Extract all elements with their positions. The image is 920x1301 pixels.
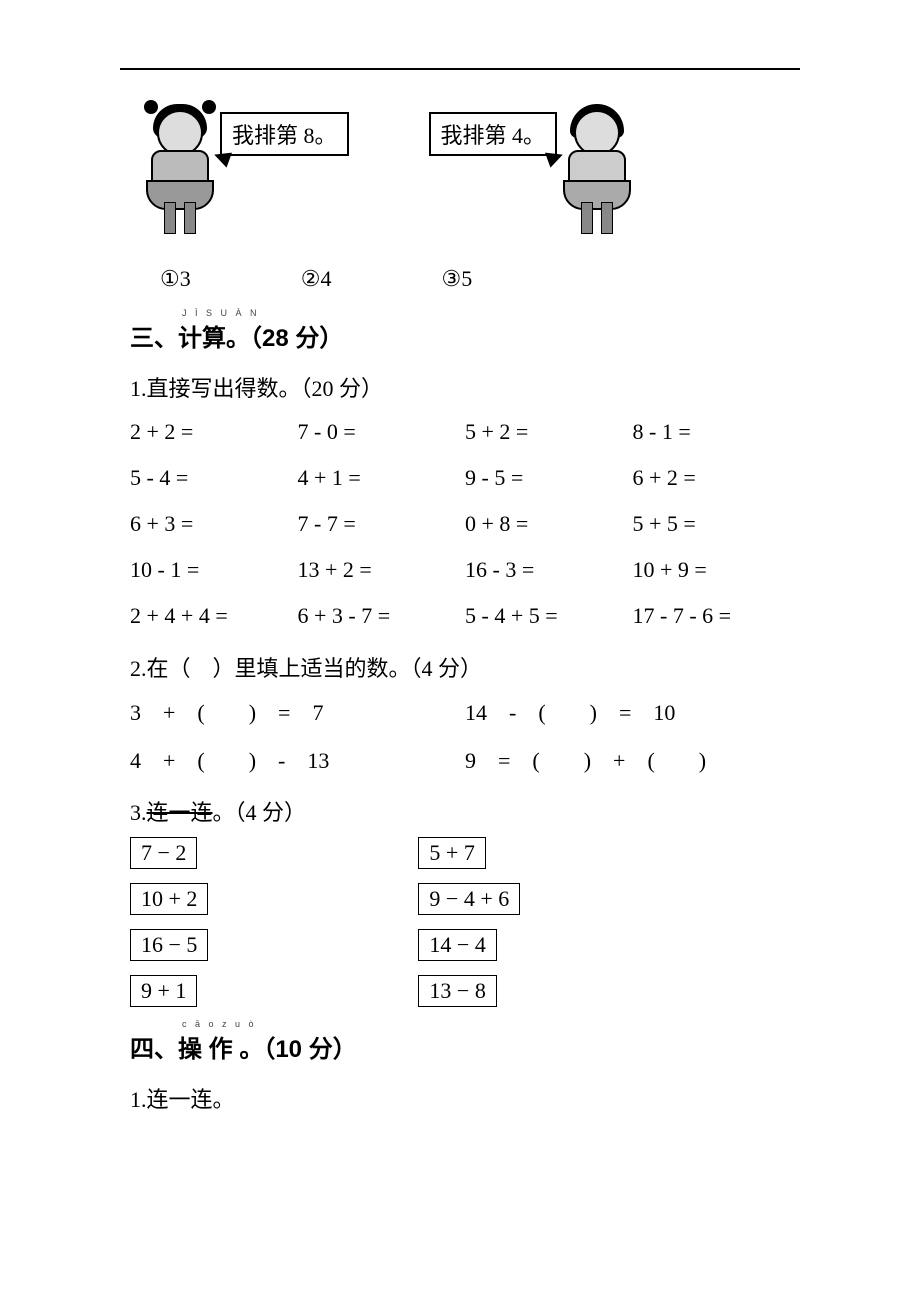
- eq-cell: 13 + 2 =: [298, 557, 466, 583]
- q3-suffix: 。（4 分）: [213, 800, 307, 825]
- speech-bubble-right: 我排第 4。: [429, 112, 558, 156]
- lian-box: 10 + 2: [130, 883, 208, 915]
- fill-a: 3 + ( ) = 7: [130, 695, 465, 727]
- q3-prefix: 3.: [130, 800, 147, 825]
- section-3-title: J Ì S U À N 三、计算。（28 分）: [130, 318, 800, 353]
- lian-box: 9 − 4 + 6: [418, 883, 520, 915]
- section-4-title: c ā o z u ò 四、操 作 。（10 分）: [130, 1029, 800, 1064]
- lian-left-col: 7 − 2 10 + 2 16 − 5 9 + 1: [130, 837, 208, 1007]
- option-2: ②4: [301, 266, 332, 292]
- option-1: ①3: [160, 266, 191, 292]
- section-4-title-text: 四、操 作 。（10 分）: [130, 1036, 357, 1063]
- lian-right-col: 5 + 7 9 − 4 + 6 14 − 4 13 − 8: [418, 837, 520, 1007]
- eq-cell: 10 - 1 =: [130, 557, 298, 583]
- eq-cell: 6 + 3 =: [130, 511, 298, 537]
- eq-cell: 2 + 2 =: [130, 419, 298, 445]
- lian-box: 16 − 5: [130, 929, 208, 961]
- lian-box: 14 − 4: [418, 929, 496, 961]
- equation-grid: 2 + 2 = 7 - 0 = 5 + 2 = 8 - 1 = 5 - 4 = …: [130, 419, 800, 629]
- speech-bubble-left: 我排第 8。: [220, 112, 349, 156]
- eq-cell: 6 + 3 - 7 =: [298, 603, 466, 629]
- eq-cell: 17 - 7 - 6 =: [633, 603, 801, 629]
- eq-cell: 7 - 0 =: [298, 419, 466, 445]
- eq-cell: 9 - 5 =: [465, 465, 633, 491]
- fill-b: 14 - ( ) = 10: [465, 695, 800, 727]
- eq-cell: 4 + 1 =: [298, 465, 466, 491]
- eq-cell: 2 + 4 + 4 =: [130, 603, 298, 629]
- eq-cell: 6 + 2 =: [633, 465, 801, 491]
- lian-row: 7 − 2 10 + 2 16 − 5 9 + 1 5 + 7 9 − 4 + …: [130, 837, 800, 1007]
- fill-grid: 3 + ( ) = 7 14 - ( ) = 10 4 + ( ) - 13 9…: [130, 695, 800, 775]
- eq-cell: 7 - 7 =: [298, 511, 466, 537]
- q3-strike: 连一连: [147, 800, 213, 825]
- lian-box: 5 + 7: [418, 837, 485, 869]
- section-3-title-text: 三、计算。（28 分）: [130, 325, 343, 352]
- eq-cell: 5 + 5 =: [633, 511, 801, 537]
- q3-title: 3.连一连。（4 分）: [130, 795, 800, 827]
- eq-cell: 5 - 4 + 5 =: [465, 603, 633, 629]
- eq-cell: 10 + 9 =: [633, 557, 801, 583]
- eq-cell: 5 - 4 =: [130, 465, 298, 491]
- child-group-right: 我排第 4。: [429, 110, 638, 230]
- section-3-pinyin: J Ì S U À N: [182, 308, 260, 318]
- child-group-left: 我排第 8。: [140, 110, 349, 230]
- section-4-q1: 1.连一连。: [130, 1082, 800, 1114]
- eq-cell: 5 + 2 =: [465, 419, 633, 445]
- eq-cell: 0 + 8 =: [465, 511, 633, 537]
- lian-box: 7 − 2: [130, 837, 197, 869]
- scene-row: 我排第 8。 我排第 4。: [140, 110, 800, 230]
- lian-box: 9 + 1: [130, 975, 197, 1007]
- eq-cell: 8 - 1 =: [633, 419, 801, 445]
- q1-title: 1.直接写出得数。（20 分）: [130, 371, 800, 403]
- lian-box: 13 − 8: [418, 975, 496, 1007]
- child-right-figure: [557, 110, 637, 230]
- option-3: ③5: [441, 266, 472, 292]
- fill-d: 9 = ( ) + ( ): [465, 743, 800, 775]
- section-4-pinyin: c ā o z u ò: [182, 1019, 257, 1029]
- page: 我排第 8。 我排第 4。 ①3 ②4 ③5 J Ì S U À N 三、计算。…: [0, 0, 920, 1301]
- child-left-figure: [140, 110, 220, 230]
- header-rule: [120, 68, 800, 70]
- options-row: ①3 ②4 ③5: [160, 266, 800, 292]
- q2-title: 2.在（ ）里填上适当的数。（4 分）: [130, 651, 800, 683]
- fill-c: 4 + ( ) - 13: [130, 743, 465, 775]
- eq-cell: 16 - 3 =: [465, 557, 633, 583]
